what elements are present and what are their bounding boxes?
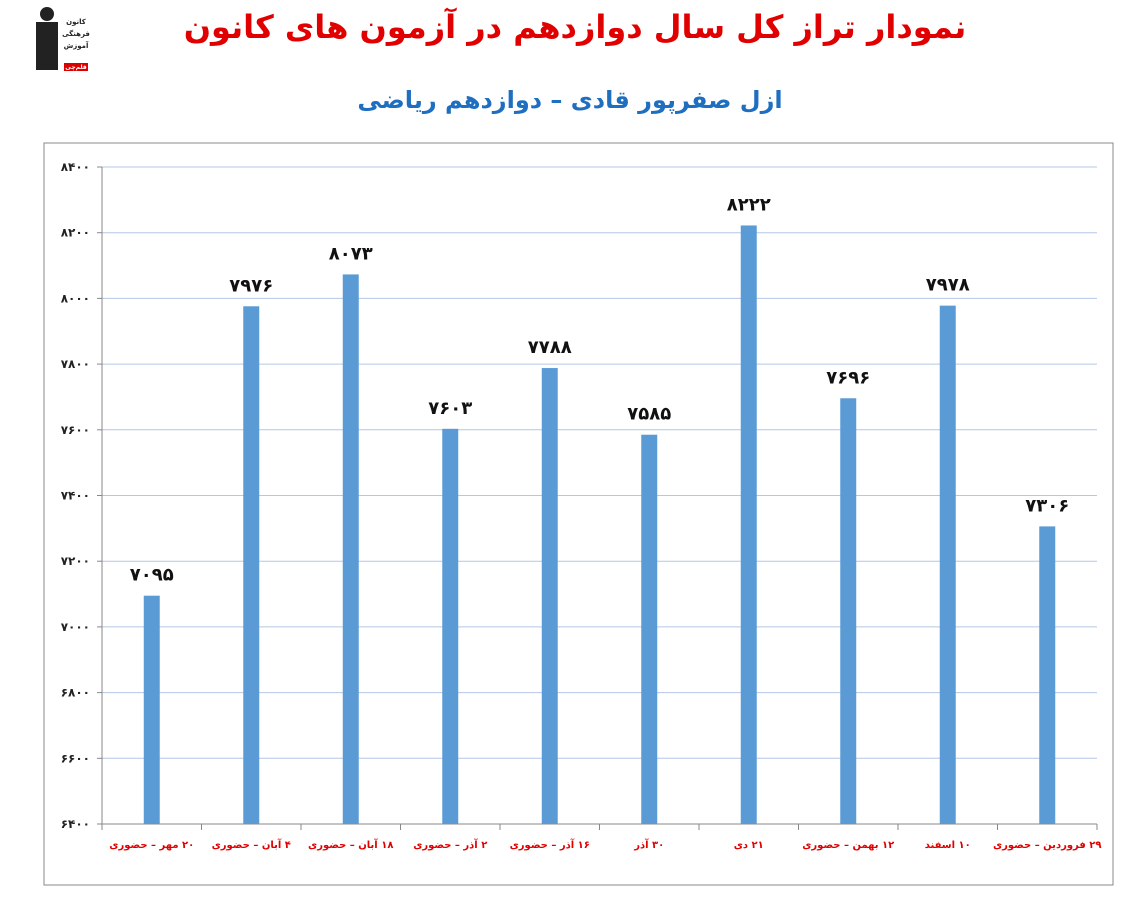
- logo-body: [36, 22, 58, 70]
- y-tick-label: ۸۴۰۰: [61, 160, 90, 174]
- bar: [641, 434, 658, 824]
- value-label: ۸۰۷۳: [329, 243, 373, 264]
- bar: [1039, 526, 1056, 824]
- y-tick-label: ۷۶۰۰: [61, 423, 90, 437]
- y-tick-label: ۶۶۰۰: [61, 751, 90, 765]
- chart-frame: [43, 142, 1114, 886]
- value-label: ۷۹۷۸: [926, 275, 970, 296]
- x-tick-label: ۲۹ فروردین – حضوری: [993, 840, 1102, 851]
- logo-head: [40, 7, 54, 21]
- y-tick-label: ۶۴۰۰: [61, 817, 90, 831]
- logo-text: قلم‌چی: [65, 64, 87, 71]
- value-label: ۷۶۹۶: [826, 367, 870, 388]
- y-tick-label: ۶۸۰۰: [61, 686, 90, 700]
- y-tick-label: ۸۰۰۰: [61, 291, 90, 305]
- value-label: ۸۲۲۲: [727, 194, 771, 215]
- logo: کانون فرهنگی آموزش قلم‌چی: [36, 7, 90, 71]
- value-label: ۷۵۸۵: [627, 404, 671, 425]
- bar: [243, 306, 260, 824]
- bar: [840, 398, 857, 824]
- value-label: ۷۰۹۵: [130, 565, 174, 586]
- x-tick-label: ۱۰ اسفند: [925, 840, 971, 851]
- x-tick-label: ۲ آذر – حضوری: [413, 838, 487, 851]
- logo-text: فرهنگی: [62, 29, 90, 38]
- x-tick-label: ۲۱ دی: [734, 840, 764, 851]
- bar: [442, 428, 459, 824]
- x-tick-label: ۱۶ آذر – حضوری: [510, 838, 590, 851]
- chart-subtitle: ازل صفرپور قادی – دوازدهم ریاضی: [357, 86, 782, 114]
- value-label: ۷۷۸۸: [528, 337, 572, 358]
- y-tick-label: ۷۲۰۰: [61, 554, 90, 568]
- y-tick-label: ۷۴۰۰: [61, 489, 90, 503]
- x-tick-label: ۱۲ بهمن – حضوری: [802, 840, 894, 851]
- value-label: ۷۶۰۳: [428, 398, 472, 419]
- bar: [740, 225, 757, 824]
- chart-title: نمودار تراز کل سال دوازدهم در آزمون های …: [184, 7, 967, 46]
- logo-badge: [64, 63, 88, 71]
- x-tick-label: ۱۸ آبان – حضوری: [308, 838, 393, 851]
- bar: [541, 368, 558, 824]
- x-tick-label: ۴ آبان – حضوری: [212, 838, 291, 851]
- logo-text: آموزش: [64, 41, 89, 50]
- bar: [342, 274, 359, 824]
- x-tick-label: ۲۰ مهر – حضوری: [109, 840, 194, 851]
- y-tick-label: ۸۲۰۰: [61, 226, 90, 240]
- bar: [939, 305, 956, 824]
- y-tick-label: ۷۰۰۰: [61, 620, 90, 634]
- x-tick-label: ۳۰ آذر: [633, 838, 664, 851]
- bar: [143, 595, 160, 824]
- y-tick-label: ۷۸۰۰: [61, 357, 90, 371]
- value-label: ۷۹۷۶: [229, 275, 273, 296]
- logo-text: کانون: [66, 18, 87, 26]
- value-label: ۷۳۰۶: [1025, 495, 1069, 516]
